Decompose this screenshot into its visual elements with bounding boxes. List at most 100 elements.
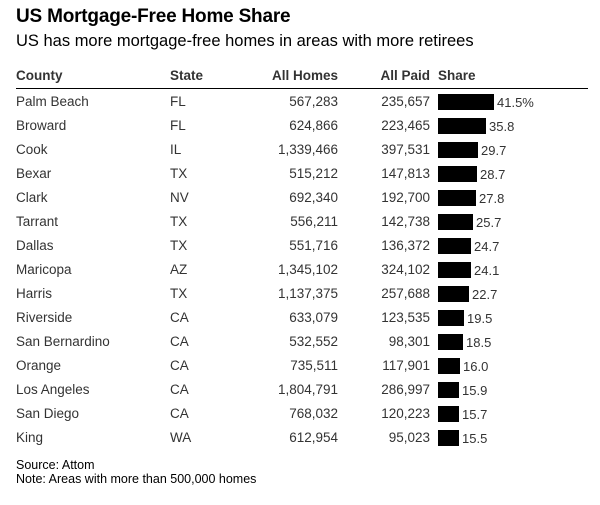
share-bar bbox=[438, 190, 476, 206]
county-cell: Clark bbox=[16, 190, 48, 205]
county-cell: Tarrant bbox=[16, 214, 59, 229]
chart-subtitle: US has more mortgage-free homes in areas… bbox=[16, 32, 474, 50]
state-cell: AZ bbox=[170, 262, 188, 277]
all-homes-cell: 1,804,791 bbox=[277, 382, 338, 397]
share-label: 27.8 bbox=[479, 191, 505, 206]
all-homes-cell: 1,345,102 bbox=[277, 262, 338, 277]
county-cell: Orange bbox=[16, 358, 62, 373]
share-label: 19.5 bbox=[467, 311, 493, 326]
all-paid-cell: 257,688 bbox=[381, 286, 430, 301]
state-cell: CA bbox=[170, 382, 189, 397]
state-cell: CA bbox=[170, 358, 189, 373]
all-paid-cell: 192,700 bbox=[381, 190, 430, 205]
county-cell: San Bernardino bbox=[16, 334, 110, 349]
share-label: 25.7 bbox=[476, 215, 502, 230]
source-note: Source: Attom bbox=[16, 458, 95, 472]
county-cell: Maricopa bbox=[16, 262, 72, 277]
all-homes-cell: 556,211 bbox=[290, 214, 338, 229]
share-bar bbox=[438, 142, 478, 158]
share-label: 24.7 bbox=[474, 239, 500, 254]
share-bar bbox=[438, 166, 477, 182]
share-bar bbox=[438, 334, 463, 350]
share-bar bbox=[438, 406, 459, 422]
share-bar bbox=[438, 358, 460, 374]
share-label: 15.5 bbox=[462, 431, 488, 446]
share-label: 15.7 bbox=[462, 407, 488, 422]
state-cell: FL bbox=[170, 118, 186, 133]
header-county: County bbox=[16, 68, 63, 83]
all-paid-cell: 223,465 bbox=[381, 118, 430, 133]
all-paid-cell: 142,738 bbox=[381, 214, 430, 229]
header-rule bbox=[16, 88, 588, 89]
share-bar bbox=[438, 430, 459, 446]
all-homes-cell: 1,339,466 bbox=[277, 142, 338, 157]
all-paid-cell: 136,372 bbox=[381, 238, 430, 253]
chart-title: US Mortgage-Free Home Share bbox=[16, 6, 291, 27]
state-cell: CA bbox=[170, 406, 189, 421]
all-paid-cell: 98,301 bbox=[388, 334, 430, 349]
share-bar bbox=[438, 286, 469, 302]
all-paid-cell: 324,102 bbox=[381, 262, 430, 277]
share-bar bbox=[438, 262, 471, 278]
county-cell: San Diego bbox=[16, 406, 80, 421]
header-state: State bbox=[170, 68, 204, 83]
footnote: Note: Areas with more than 500,000 homes bbox=[16, 472, 257, 486]
share-bar bbox=[438, 118, 486, 134]
share-bar bbox=[438, 382, 459, 398]
all-paid-cell: 117,901 bbox=[382, 358, 430, 373]
share-label: 16.0 bbox=[463, 359, 489, 374]
state-cell: NV bbox=[170, 190, 189, 205]
state-cell: IL bbox=[170, 142, 182, 157]
state-cell: WA bbox=[170, 430, 192, 445]
share-bar bbox=[438, 94, 494, 110]
all-homes-cell: 735,511 bbox=[290, 358, 338, 373]
all-homes-cell: 768,032 bbox=[289, 406, 338, 421]
all-paid-cell: 95,023 bbox=[388, 430, 430, 445]
all-homes-cell: 692,340 bbox=[289, 190, 338, 205]
county-cell: Cook bbox=[16, 142, 48, 157]
all-paid-cell: 286,997 bbox=[381, 382, 430, 397]
all-paid-cell: 235,657 bbox=[381, 94, 430, 109]
state-cell: FL bbox=[170, 94, 186, 109]
all-homes-cell: 551,716 bbox=[289, 238, 338, 253]
all-homes-cell: 1,137,375 bbox=[277, 286, 338, 301]
all-homes-cell: 515,212 bbox=[289, 166, 338, 181]
all-paid-cell: 147,813 bbox=[381, 166, 430, 181]
county-cell: Harris bbox=[16, 286, 52, 301]
share-label: 35.8 bbox=[489, 119, 515, 134]
county-cell: Riverside bbox=[16, 310, 73, 325]
county-cell: Broward bbox=[16, 118, 67, 133]
state-cell: CA bbox=[170, 310, 189, 325]
share-label: 18.5 bbox=[466, 335, 492, 350]
county-cell: King bbox=[16, 430, 44, 445]
share-bar bbox=[438, 310, 464, 326]
share-label: 29.7 bbox=[481, 143, 507, 158]
share-bar bbox=[438, 214, 473, 230]
all-paid-cell: 120,223 bbox=[381, 406, 430, 421]
all-paid-cell: 397,531 bbox=[381, 142, 430, 157]
county-cell: Palm Beach bbox=[16, 94, 89, 109]
state-cell: TX bbox=[170, 238, 188, 253]
share-bar bbox=[438, 238, 471, 254]
all-homes-cell: 532,552 bbox=[289, 334, 338, 349]
share-label: 15.9 bbox=[462, 383, 488, 398]
all-homes-cell: 567,283 bbox=[289, 94, 338, 109]
header-all-paid: All Paid bbox=[380, 68, 430, 83]
share-label: 28.7 bbox=[480, 167, 506, 182]
all-paid-cell: 123,535 bbox=[381, 310, 430, 325]
county-cell: Los Angeles bbox=[16, 382, 90, 397]
all-homes-cell: 612,954 bbox=[289, 430, 338, 445]
share-label: 24.1 bbox=[474, 263, 500, 278]
county-cell: Dallas bbox=[16, 238, 54, 253]
state-cell: TX bbox=[170, 214, 188, 229]
header-share: Share bbox=[438, 68, 476, 83]
state-cell: TX bbox=[170, 286, 188, 301]
all-homes-cell: 624,866 bbox=[289, 118, 338, 133]
county-cell: Bexar bbox=[16, 166, 52, 181]
all-homes-cell: 633,079 bbox=[289, 310, 338, 325]
share-label: 41.5% bbox=[497, 95, 534, 110]
share-label: 22.7 bbox=[472, 287, 498, 302]
state-cell: TX bbox=[170, 166, 188, 181]
state-cell: CA bbox=[170, 334, 189, 349]
